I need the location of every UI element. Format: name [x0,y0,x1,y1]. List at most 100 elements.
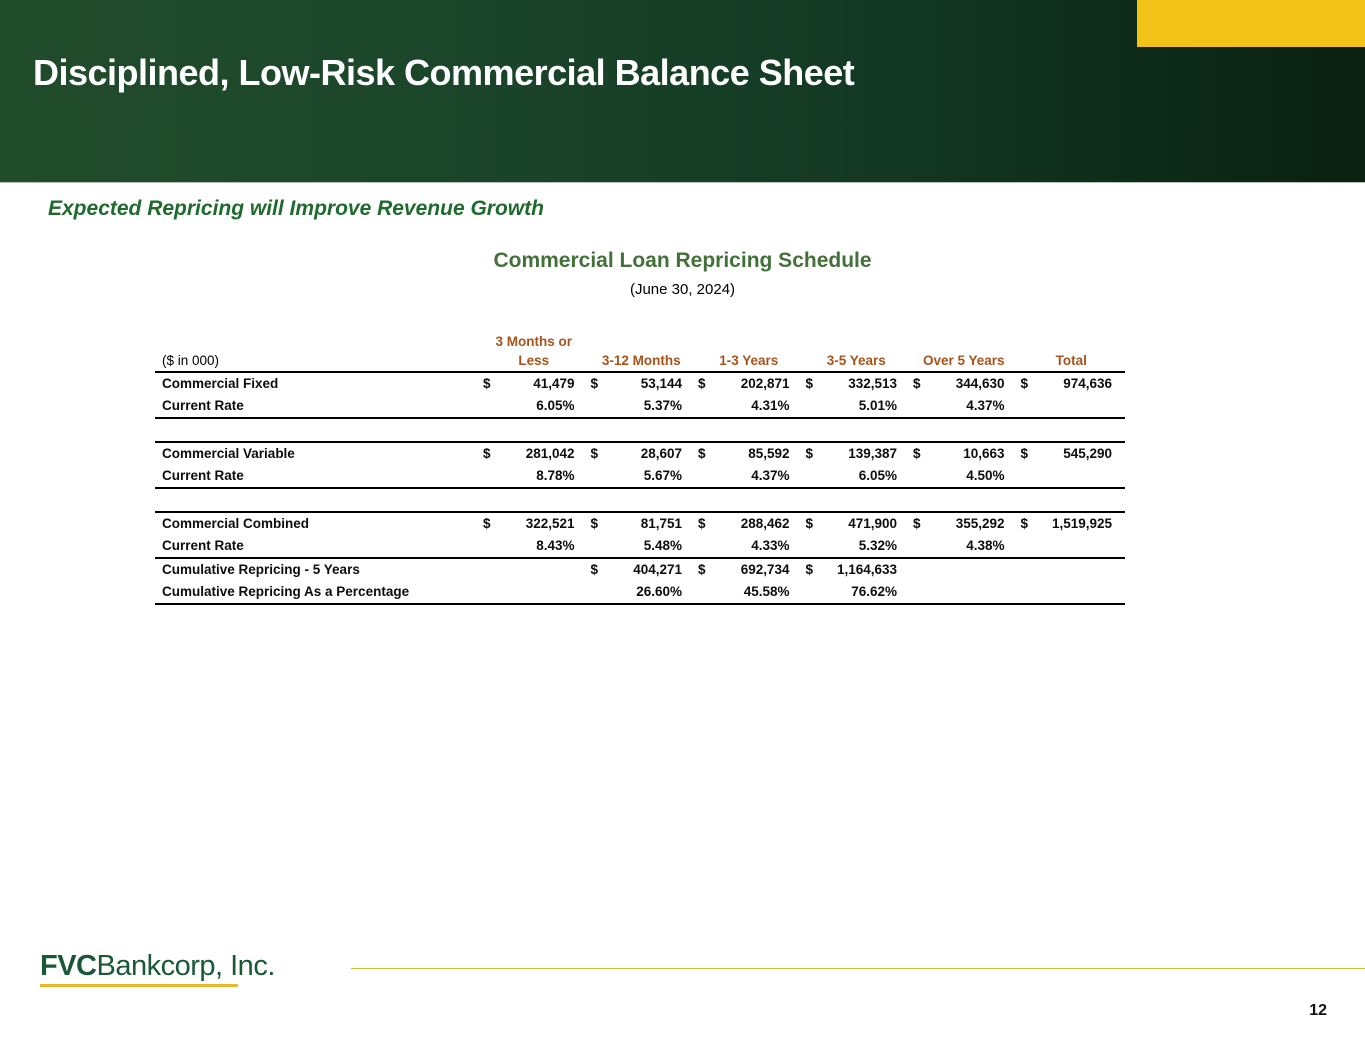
column-header: 3-5 Years [826,353,886,368]
dollar-sign: $ [805,446,814,461]
logo-underline [40,984,238,987]
logo-bold-part: FVC [40,950,97,982]
row-label: Current Rate [162,468,244,483]
cell: 5.32% [803,535,911,557]
cell-value: 5.48% [643,538,682,553]
row-label: Cumulative Repricing - 5 Years [162,562,360,577]
row-label: Commercial Combined [162,516,310,531]
header-band: Disciplined, Low-Risk Commercial Balance… [0,0,1365,183]
column-header: Over 5 Years [922,353,1005,368]
cell: 6.05% [803,465,911,487]
table-row: Current Rate 6.05% 5.37% 4.31% 5.01% 4.37% [155,395,1125,417]
table-section: Commercial Variable $281,042 $28,607 $85,59… [155,441,1125,489]
dollar-sign: $ [590,376,599,391]
dollar-sign: $ [805,516,814,531]
row-label: Cumulative Repricing As a Percentage [162,584,410,599]
cell-value: 202,871 [740,376,790,391]
dollar-sign: $ [483,446,491,461]
table-title: Commercial Loan Repricing Schedule [493,249,872,272]
cell: 4.50% [910,465,1018,487]
dollar-sign: $ [483,516,491,531]
page-number: 12 [1309,1002,1327,1019]
cell: $81,751 [588,513,696,535]
dollar-sign: $ [1020,376,1029,391]
cell: 8.43% [480,535,588,557]
cell-value: 974,636 [1063,376,1112,391]
cell-value: 76.62% [851,584,897,599]
slide-title: Disciplined, Low-Risk Commercial Balance… [33,52,855,93]
dollar-sign: $ [913,516,921,531]
table-row: Commercial Variable $281,042 $28,607 $85,59… [155,443,1125,465]
cell-value: 10,663 [963,446,1005,461]
cell: 8.78% [480,465,588,487]
cell: $1,164,633 [803,559,911,581]
section-gap [155,419,1125,441]
cell-value: 4.50% [966,468,1005,483]
dollar-sign: $ [698,516,706,531]
cell: 6.05% [480,395,588,417]
table-row: Current Rate 8.43% 5.48% 4.33% 5.32% 4.38% [155,535,1125,557]
cell-value: 281,042 [525,446,575,461]
cell: $41,479 [480,373,588,395]
cell: $10,663 [910,443,1018,465]
cell-value: 4.31% [751,398,790,413]
column-header: Less [518,353,550,368]
cell-value: 81,751 [640,516,682,531]
cell: 5.48% [588,535,696,557]
cell: $202,871 [695,373,803,395]
cell-value: 344,630 [955,376,1005,391]
row-label: Commercial Variable [162,446,295,461]
cell-value: 4.33% [751,538,790,553]
cell: 5.37% [588,395,696,417]
cell-value: 4.38% [966,538,1005,553]
cell-value: 6.05% [858,468,897,483]
table-header-row-top: 3 Months or [155,333,1125,350]
unit-note: ($ in 000) [162,353,220,368]
cell: 5.01% [803,395,911,417]
row-label: Commercial Fixed [162,376,279,391]
cell-value: 53,144 [640,376,682,391]
cell: $974,636 [1018,373,1126,395]
cell-value: 26.60% [636,584,682,599]
column-header: 3-12 Months [601,353,681,368]
table-row: Cumulative Repricing As a Percentage 26.6… [155,581,1125,603]
cell-value: 355,292 [955,516,1005,531]
footer-rule [351,968,1365,969]
cell: $355,292 [910,513,1018,535]
cell-value: 332,513 [848,376,897,391]
dollar-sign: $ [1020,446,1029,461]
dollar-sign: $ [805,376,814,391]
table-section: Commercial Combined $322,521 $81,751 $288,4… [155,511,1125,559]
logo-regular-part: Bankcorp, Inc. [96,950,276,982]
cell-value: 471,900 [848,516,897,531]
repricing-table: 3 Months or ($ in 000) Less 3-12 Months 1-3 … [155,333,1125,605]
cell-value: 1,519,925 [1051,516,1112,531]
dollar-sign: $ [698,446,706,461]
table-row: Cumulative Repricing - 5 Years $404,271 $6… [155,559,1125,581]
cell-value: 5.37% [643,398,682,413]
cell-value: 322,521 [525,516,575,531]
cell-value: 5.67% [643,468,682,483]
cell-value: 404,271 [633,562,682,577]
cell: 4.31% [695,395,803,417]
dollar-sign: $ [483,376,491,391]
cell-value: 8.43% [536,538,575,553]
dollar-sign: $ [590,562,599,577]
cell-value: 545,290 [1063,446,1112,461]
cell-value: 5.01% [858,398,897,413]
column-header: 1-3 Years [719,353,779,368]
cell-value: 85,592 [748,446,790,461]
row-label: Current Rate [162,538,244,553]
table-date: (June 30, 2024) [629,281,736,298]
table-header-row: ($ in 000) Less 3-12 Months 1-3 Years 3-5 Ye… [155,350,1125,373]
dollar-sign: $ [698,562,706,577]
table-row: Commercial Combined $322,521 $81,751 $288,4… [155,513,1125,535]
cell: 5.67% [588,465,696,487]
cell-value: 8.78% [536,468,575,483]
cell-value: 45.58% [743,584,790,599]
cell: 4.33% [695,535,803,557]
cell: 4.38% [910,535,1018,557]
cell: $322,521 [480,513,588,535]
cell: $344,630 [910,373,1018,395]
